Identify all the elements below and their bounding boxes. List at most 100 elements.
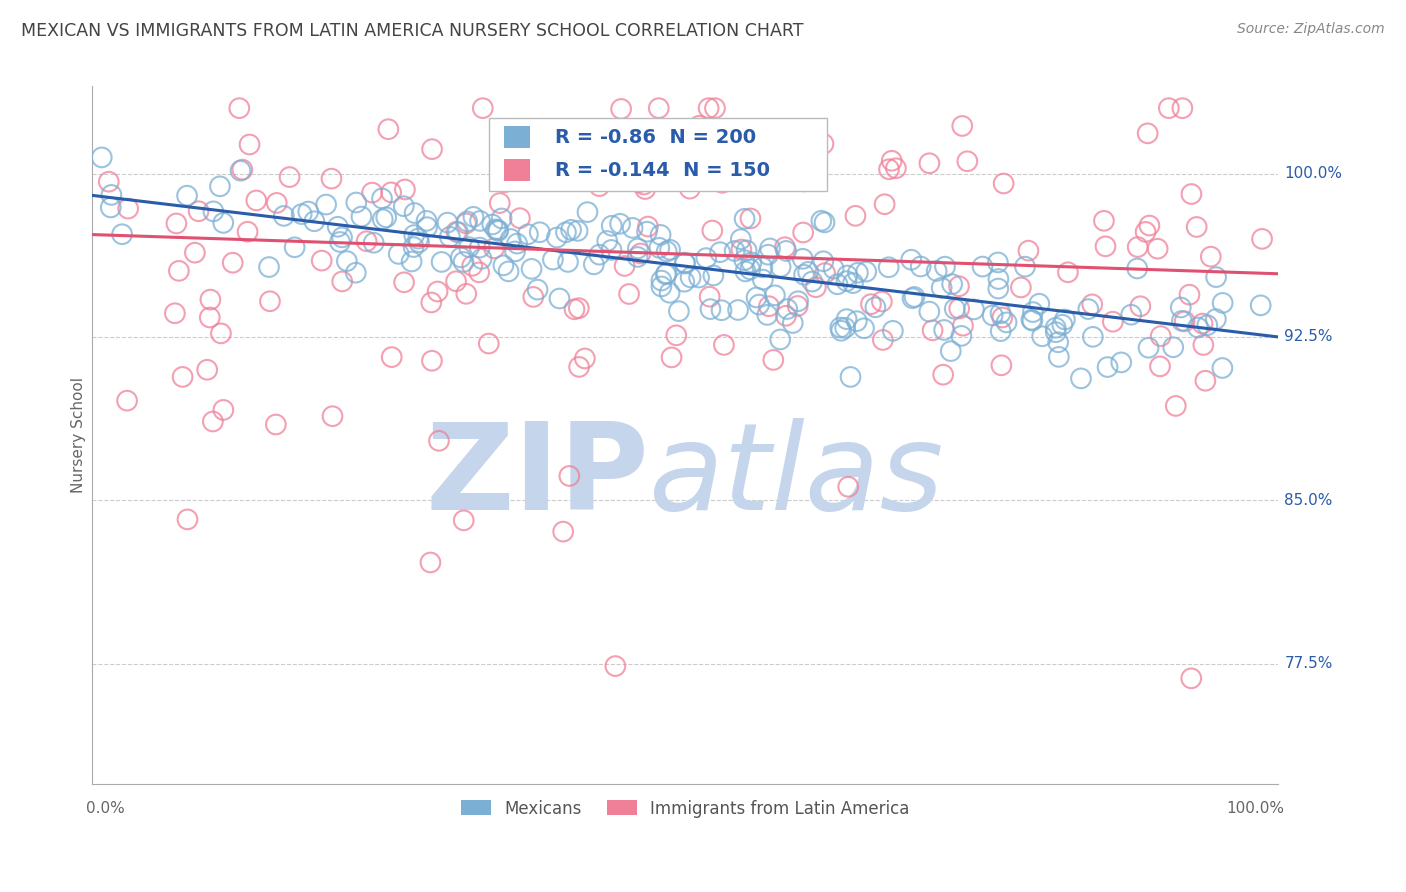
Point: [837, 268, 859, 283]
Point: [695, 251, 717, 265]
Point: [503, 244, 526, 259]
Point: [981, 309, 1004, 323]
Point: [763, 288, 786, 302]
Point: [950, 119, 973, 133]
Point: [326, 219, 349, 234]
Point: [259, 294, 281, 309]
Point: [673, 256, 696, 270]
Point: [273, 209, 295, 223]
Point: [555, 225, 578, 239]
Point: [456, 214, 478, 228]
Point: [430, 255, 453, 269]
Point: [458, 240, 481, 254]
Point: [502, 150, 524, 164]
Point: [925, 264, 948, 278]
Point: [1212, 296, 1234, 310]
Point: [229, 163, 252, 178]
Point: [835, 274, 858, 288]
Point: [202, 204, 225, 219]
Point: [485, 222, 508, 236]
Point: [751, 260, 773, 275]
Point: [932, 368, 955, 382]
Point: [1194, 374, 1216, 388]
Point: [187, 204, 209, 219]
Point: [1146, 242, 1168, 256]
Point: [697, 101, 720, 115]
Point: [748, 297, 770, 311]
Point: [488, 196, 510, 211]
Point: [773, 240, 796, 254]
Point: [1150, 329, 1173, 343]
Point: [471, 252, 494, 266]
Point: [813, 215, 835, 229]
Point: [1028, 297, 1050, 311]
Point: [903, 290, 925, 304]
Point: [1109, 355, 1132, 369]
Point: [529, 225, 551, 239]
Point: [950, 329, 973, 343]
Point: [679, 182, 702, 196]
Point: [1047, 335, 1070, 350]
Text: 100.0%: 100.0%: [1226, 801, 1284, 816]
Point: [617, 287, 640, 301]
Point: [344, 195, 367, 210]
Point: [1136, 126, 1159, 140]
Point: [630, 246, 652, 260]
Point: [195, 363, 218, 377]
Point: [769, 333, 792, 347]
Point: [330, 274, 353, 288]
Point: [321, 171, 343, 186]
Point: [990, 324, 1012, 338]
Point: [486, 223, 509, 237]
Point: [304, 214, 326, 228]
Point: [208, 179, 231, 194]
Point: [1070, 371, 1092, 385]
Point: [1031, 329, 1053, 343]
Point: [859, 297, 882, 311]
Text: R = -0.144  N = 150: R = -0.144 N = 150: [554, 161, 769, 179]
Point: [117, 202, 139, 216]
Point: [688, 119, 710, 133]
Point: [167, 264, 190, 278]
Point: [1094, 239, 1116, 253]
Point: [522, 290, 544, 304]
Point: [468, 265, 491, 279]
Point: [877, 260, 900, 275]
Point: [1251, 232, 1274, 246]
Point: [995, 315, 1018, 329]
Point: [329, 235, 352, 249]
Point: [1187, 320, 1209, 334]
Point: [813, 254, 835, 268]
Point: [1053, 312, 1076, 326]
Point: [1171, 314, 1194, 328]
Point: [264, 417, 287, 432]
Point: [231, 162, 253, 177]
Point: [637, 219, 659, 234]
Point: [1057, 265, 1080, 279]
Point: [377, 122, 399, 136]
Point: [100, 188, 122, 202]
Point: [918, 304, 941, 318]
Point: [634, 182, 657, 196]
Point: [97, 175, 120, 189]
FancyBboxPatch shape: [489, 118, 828, 191]
Point: [1121, 308, 1143, 322]
Point: [446, 225, 468, 239]
Point: [910, 260, 932, 274]
Point: [901, 291, 924, 305]
Point: [823, 261, 845, 276]
Point: [865, 300, 887, 314]
Point: [658, 285, 681, 300]
Point: [723, 244, 745, 258]
Point: [184, 245, 207, 260]
Point: [163, 306, 186, 320]
Point: [576, 205, 599, 219]
Point: [596, 234, 619, 248]
Point: [1174, 314, 1197, 328]
Point: [650, 279, 672, 293]
Point: [609, 217, 631, 231]
Point: [363, 235, 385, 250]
Point: [793, 174, 815, 188]
Point: [415, 214, 437, 228]
Point: [436, 216, 458, 230]
